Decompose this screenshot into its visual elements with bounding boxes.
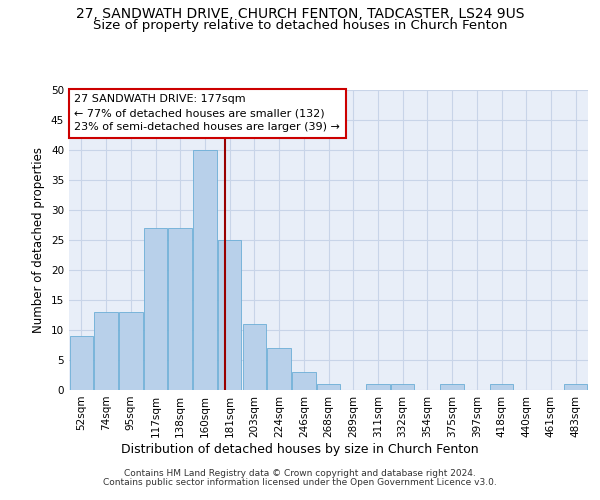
Bar [70,336,93,390]
Bar [144,228,167,390]
Bar [440,384,464,390]
Bar [366,384,389,390]
Bar [317,384,340,390]
Text: 27, SANDWATH DRIVE, CHURCH FENTON, TADCASTER, LS24 9US: 27, SANDWATH DRIVE, CHURCH FENTON, TADCA… [76,8,524,22]
Text: Size of property relative to detached houses in Church Fenton: Size of property relative to detached ho… [93,19,507,32]
Y-axis label: Number of detached properties: Number of detached properties [32,147,46,333]
Bar [119,312,143,390]
Bar [391,384,415,390]
Bar [292,372,316,390]
Bar [564,384,587,390]
Bar [268,348,291,390]
Bar [490,384,513,390]
Bar [94,312,118,390]
Bar [169,228,192,390]
Text: Contains public sector information licensed under the Open Government Licence v3: Contains public sector information licen… [103,478,497,487]
Bar [242,324,266,390]
Text: 27 SANDWATH DRIVE: 177sqm
← 77% of detached houses are smaller (132)
23% of semi: 27 SANDWATH DRIVE: 177sqm ← 77% of detac… [74,94,340,132]
Bar [218,240,241,390]
Text: Contains HM Land Registry data © Crown copyright and database right 2024.: Contains HM Land Registry data © Crown c… [124,469,476,478]
Text: Distribution of detached houses by size in Church Fenton: Distribution of detached houses by size … [121,442,479,456]
Bar [193,150,217,390]
